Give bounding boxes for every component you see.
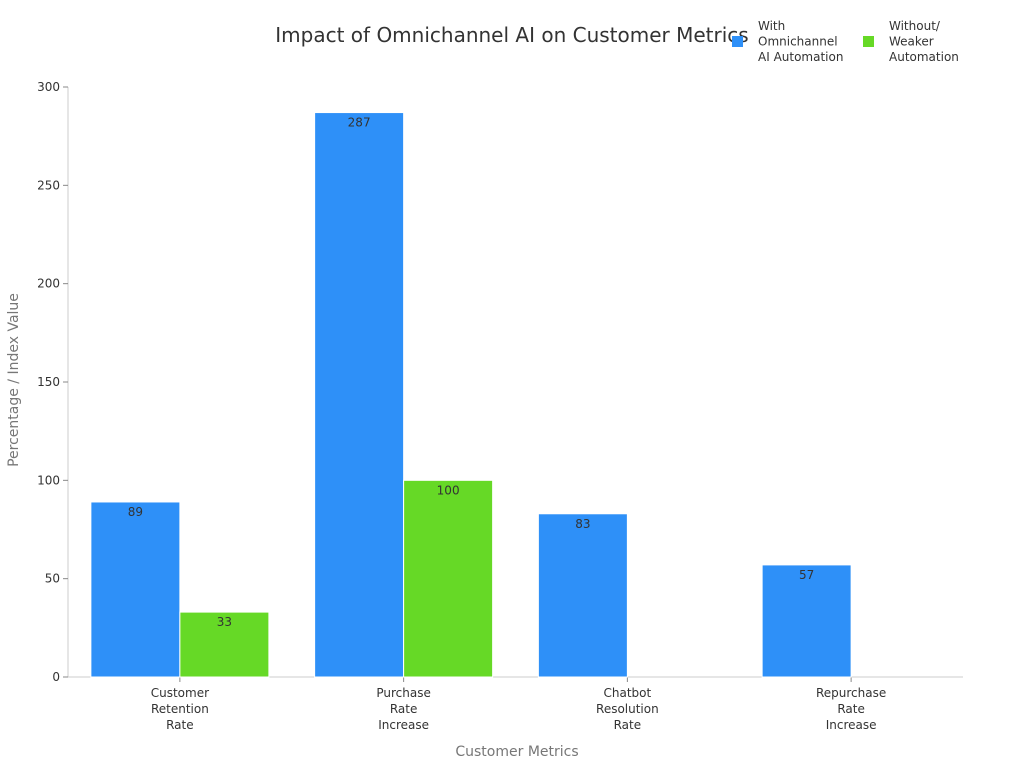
bar-value-label: 33	[217, 615, 232, 629]
y-axis-title: Percentage / Index Value	[6, 293, 22, 467]
bar	[403, 479, 494, 678]
legend-label: With Omnichannel AI Automation	[758, 19, 843, 64]
y-tick-label: 0	[52, 670, 60, 684]
bar	[179, 611, 270, 678]
x-tick-label: Repurchase Rate Increase	[816, 686, 886, 732]
bar-value-label: 100	[437, 483, 460, 497]
x-axis-title: Customer Metrics	[455, 744, 578, 760]
y-axis-ticks: 0 50 100 150 200 250 300	[37, 80, 68, 684]
legend-label: Without/Weaker Automation	[889, 19, 959, 64]
bar	[314, 112, 405, 678]
bar-value-label: 287	[348, 116, 371, 130]
bar-value-label: 83	[575, 517, 590, 531]
bar-value-label: 89	[128, 505, 143, 519]
y-tick-label: 200	[37, 277, 60, 291]
bar	[761, 564, 852, 678]
y-tick-label: 50	[45, 572, 60, 586]
bar	[90, 501, 181, 678]
y-tick-label: 150	[37, 375, 60, 389]
legend: With Omnichannel AI Automation Without/Weak…	[732, 19, 959, 64]
bars	[90, 112, 852, 678]
y-tick-label: 250	[37, 178, 60, 192]
y-tick-label: 300	[37, 80, 60, 94]
bar-value-label: 57	[799, 568, 814, 582]
x-tick-label: Chatbot Resolution Rate	[596, 686, 659, 732]
x-tick-label: Customer Retention Rate	[151, 686, 209, 732]
x-axis-ticks: Customer Retention Rate Purchase Rate Increas…	[151, 677, 886, 732]
x-tick-label: Purchase Rate Increase	[376, 686, 431, 732]
bar-labels: 89 33 287 100 83 57	[128, 116, 815, 630]
legend-swatch	[863, 36, 874, 47]
y-tick-label: 100	[37, 473, 60, 487]
chart-title: Impact of Omnichannel AI on Customer Met…	[275, 23, 748, 47]
bar	[537, 513, 628, 678]
legend-swatch	[732, 36, 743, 47]
